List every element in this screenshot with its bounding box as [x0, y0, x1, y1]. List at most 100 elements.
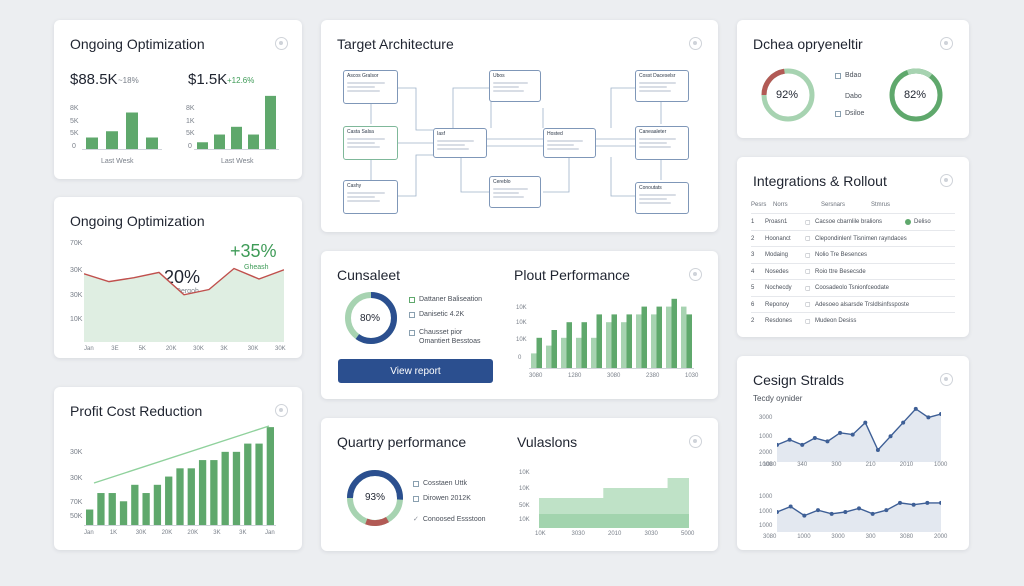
node-label: Cashy [347, 183, 362, 189]
x-axis: 3080 1280 3080 2380 1030 [529, 373, 699, 381]
bar [119, 501, 128, 526]
data-point [843, 510, 848, 514]
donut-value: 82% [904, 89, 927, 101]
architecture-node[interactable]: Caneaaleter [635, 126, 689, 160]
x-tick: 10K [535, 531, 546, 537]
donut-chart [347, 470, 403, 526]
x-tick: 300 [831, 462, 842, 468]
architecture-node[interactable]: Ascos Gralsor [343, 70, 398, 104]
data-point [888, 434, 893, 439]
y-tick: 5K [70, 118, 79, 125]
data-point [787, 437, 792, 442]
legend-item: Omantiert Besstoas [419, 338, 481, 345]
table-row[interactable]: 3 Modaing ▢ Nolio Tre Besences [751, 246, 955, 263]
doc-icon: ▢ [805, 285, 811, 292]
architecture-node[interactable]: Cashy [343, 180, 398, 214]
settings-icon[interactable] [275, 404, 288, 417]
node-label: Ascos Gralsor [347, 73, 379, 79]
x-tick: 3E [111, 346, 119, 352]
table-row[interactable]: 1 Proasn1 ▢ Cacsoe cbarnlile bralions Deliso [751, 213, 955, 230]
bar [671, 298, 677, 369]
kpi-value: $88.5K [70, 71, 118, 88]
bar [97, 493, 105, 526]
data-point [800, 442, 805, 447]
doc-icon: ▢ [805, 219, 811, 226]
bar [210, 460, 218, 526]
settings-icon[interactable] [689, 268, 702, 281]
doc-icon: ▢ [805, 252, 811, 259]
y-tick: 30K [70, 475, 83, 482]
table-row[interactable]: 2 Resdones ▢ Mudeon Desiss [751, 312, 955, 329]
card-ongoing-optimization-kpi: Ongoing Optimization $88.5K ~18% $1.5K +… [54, 20, 302, 179]
architecture-node[interactable]: Cereblo [489, 176, 541, 208]
card-ongoing-optimization-trend: Ongoing Optimization +35% Gheash -20% Co… [54, 197, 302, 358]
settings-icon[interactable] [689, 37, 702, 50]
table-row[interactable]: 4 Nosedes ▢ Roio ttre Besecsde [751, 262, 955, 280]
bar [214, 134, 225, 150]
y-tick: 70K [70, 240, 83, 247]
settings-icon[interactable] [940, 373, 953, 386]
area-fill [539, 514, 689, 528]
architecture-node[interactable]: Hosted [543, 128, 596, 158]
x-tick: Jan [84, 530, 94, 536]
bar [681, 306, 687, 369]
bar [197, 142, 208, 150]
view-report-button[interactable]: View report [338, 359, 493, 383]
card-title: Integrations & Rollout [753, 173, 887, 189]
bar [265, 95, 276, 150]
settings-icon[interactable] [940, 174, 953, 187]
x-tick: 1000 [797, 534, 811, 540]
node-label: Iasf [437, 131, 446, 137]
card-profit-cost-reduction: Profit Cost Reduction 30K 30K 70K 50K Ja… [54, 387, 302, 550]
doc-icon: ▢ [805, 302, 811, 308]
settings-icon[interactable] [940, 37, 953, 50]
data-point [925, 500, 930, 505]
y-tick: 30K [70, 267, 83, 274]
x-tick: 3K [213, 530, 221, 536]
donut-chart [761, 68, 815, 122]
row-description: Clepondinlen! Tisnimen rayndaces [815, 235, 907, 242]
settings-icon[interactable] [689, 435, 702, 448]
x-tick: 3080 [763, 534, 777, 540]
architecture-node[interactable]: Conoutats [635, 182, 689, 214]
data-point [850, 432, 855, 437]
x-tick: 210 [865, 462, 876, 468]
x-axis: Jan 1K 30K 20K 20K 3K 3K Jan [84, 530, 279, 538]
line-chart [777, 406, 941, 462]
x-tick: 3K [239, 530, 247, 536]
doc-icon: ▢ [805, 269, 811, 275]
data-point [911, 502, 916, 507]
y-tick: 10K [516, 337, 527, 343]
data-point [777, 442, 779, 447]
line-chart [777, 500, 941, 532]
row-description: Coosadeolo Tsnionfceodate [815, 285, 889, 291]
table-row[interactable]: 6 Reponoy ▢ Adesoeo alsarsde Trsldlsinfsspo… [751, 295, 955, 313]
legend-item: Dattaner Baliseation [409, 296, 482, 303]
table-row[interactable]: 5 Nochecdy ▢ Coosadeolo Tsnionfceodate [751, 279, 955, 296]
legend-item: Chausset pior [409, 329, 462, 336]
bar [561, 337, 567, 369]
architecture-node[interactable]: Iasf [433, 128, 487, 158]
data-point [875, 448, 880, 452]
node-label: Casta Salsa [347, 129, 374, 135]
data-point [816, 508, 820, 513]
architecture-node[interactable]: Ubos [489, 70, 541, 102]
kpi-value: $1.5K [188, 71, 228, 88]
architecture-node[interactable]: Casta Salsa [343, 126, 398, 160]
row-index: 4 [751, 268, 755, 275]
x-tick: 1030 [685, 373, 699, 379]
table-row[interactable]: 2 Hoonanct ▢ Clepondinlen! Tisnimen rayndac… [751, 229, 955, 247]
settings-icon[interactable] [275, 37, 288, 50]
bar [651, 314, 657, 369]
data-point [788, 504, 793, 509]
y-tick: 50K [519, 503, 530, 509]
x-tick: 3000 [831, 534, 845, 540]
series-line [777, 407, 941, 452]
data-point [926, 415, 931, 420]
card-title: Plout Performance [514, 267, 630, 283]
card-title: Quartry performance [337, 434, 467, 450]
row-index: 2 [751, 235, 755, 242]
x-tick: Jan [265, 530, 275, 536]
node-label: Ubos [493, 73, 505, 79]
architecture-node[interactable]: Cosst Daceselsr [635, 70, 689, 102]
